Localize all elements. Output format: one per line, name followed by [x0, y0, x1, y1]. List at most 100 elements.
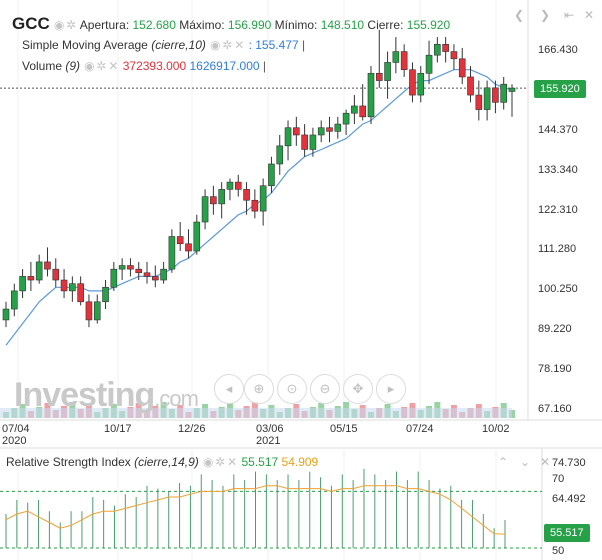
candle-body	[19, 276, 26, 292]
sma-params: (cierre,10)	[151, 38, 206, 52]
rsi-tick: 74.730	[552, 457, 586, 469]
sma-line	[5, 69, 513, 346]
date-tick: 05/15	[330, 423, 358, 435]
date-tick: 07/24	[406, 423, 434, 435]
candle-body	[434, 44, 441, 56]
candle-body	[69, 283, 76, 292]
zoom-out-button[interactable]: ⊖	[310, 374, 340, 404]
scroll-left-icon[interactable]: ❮	[514, 8, 525, 22]
candle-body	[392, 51, 400, 63]
scroll-left-button[interactable]: ◂	[214, 374, 244, 404]
rsi-params: (cierre,14,9)	[134, 455, 199, 469]
watermark-brand: Investing	[14, 376, 155, 414]
price-tick: 166.430	[538, 44, 578, 56]
price-tick: 78.190	[538, 363, 572, 375]
candle-body	[210, 196, 217, 205]
candle-body	[442, 44, 449, 52]
candle-body	[326, 127, 333, 132]
volume-label: Volume	[22, 59, 63, 73]
candle-body	[201, 196, 209, 223]
rsi-tick: 70	[552, 473, 565, 485]
candle-body	[301, 134, 308, 150]
candle-body	[492, 87, 499, 103]
close-icon[interactable]: ✕	[227, 455, 238, 469]
scroll-right-icon[interactable]: ❯	[540, 8, 551, 22]
zoom-in-button[interactable]: ⊕	[244, 374, 274, 404]
close-icon[interactable]: ✕	[234, 38, 245, 52]
candle-body	[375, 73, 383, 81]
ticker-symbol: GCC	[12, 14, 50, 33]
candle-body	[234, 181, 242, 190]
candle-body	[475, 94, 483, 110]
rsi-value-2: 54.909	[281, 455, 319, 469]
scroll-right-button[interactable]: ▸	[376, 374, 406, 404]
candle-body	[359, 105, 366, 118]
price-tick: 144.370	[538, 124, 578, 136]
candle-body	[293, 127, 300, 136]
close-icon[interactable]: ✕	[584, 8, 595, 22]
candle-body	[417, 73, 425, 96]
open-label: Apertura:	[79, 18, 130, 32]
close-value: 155.920	[406, 18, 451, 32]
sma-label: Simple Moving Average	[22, 38, 148, 52]
candle-body	[425, 54, 433, 74]
rsi-signal-line	[5, 485, 506, 535]
candle-body	[143, 272, 151, 277]
rsi-tick: 64.492	[552, 493, 586, 505]
rsi-current-tag: 55.517	[544, 524, 590, 542]
reset-icon[interactable]: ⇤	[564, 8, 575, 22]
candle-body	[152, 276, 159, 281]
sma-value: : 155.477	[248, 38, 299, 52]
candle-body	[168, 236, 176, 270]
price-tick: 133.340	[538, 164, 578, 176]
candle-body	[77, 283, 84, 303]
high-label: Máximo:	[179, 18, 225, 32]
gear-icon[interactable]: ✲	[66, 18, 77, 32]
candle-body	[218, 189, 225, 205]
candle-body	[135, 268, 143, 274]
low-label: Mínimo:	[274, 18, 318, 32]
scroll-down-icon[interactable]: ⌄	[520, 455, 531, 469]
price-tick: 89.220	[538, 323, 572, 335]
candle-body	[309, 134, 317, 150]
gear-icon[interactable]: ✲	[96, 59, 107, 73]
close-icon[interactable]: ✕	[108, 59, 119, 73]
candle-body	[93, 301, 101, 321]
candle-body	[500, 83, 508, 103]
eye-icon[interactable]: ◉	[84, 59, 95, 73]
candle-body	[342, 112, 350, 125]
volume-value-1: 372393.000	[122, 59, 187, 73]
candle-body	[317, 127, 325, 136]
price-tick: 111.280	[538, 243, 577, 255]
sma-row: Simple Moving Average (cierre,10) ◉ ✲ ✕ : …	[22, 38, 306, 52]
gear-icon[interactable]: ✲	[215, 455, 226, 469]
eye-icon[interactable]: ◉	[53, 18, 65, 32]
eye-icon[interactable]: ◉	[202, 455, 214, 469]
candle-body	[483, 87, 491, 110]
close-icon[interactable]: ✕	[540, 455, 551, 469]
candle-body	[2, 308, 10, 321]
candle-body	[160, 268, 167, 281]
date-tick: 10/17	[104, 423, 132, 435]
candle-body	[351, 105, 358, 114]
candle-body	[193, 221, 201, 252]
candle-body	[176, 236, 184, 245]
candle-body	[467, 76, 474, 96]
gear-icon[interactable]: ✲	[222, 38, 233, 52]
candle-body	[185, 243, 192, 252]
high-value: 156.990	[227, 18, 272, 32]
candle-body	[35, 261, 43, 281]
candle-body	[110, 268, 118, 288]
candle-body	[127, 265, 134, 270]
candle-body	[226, 181, 234, 190]
scroll-up-icon[interactable]: ⌃	[498, 455, 509, 469]
candle-body	[284, 127, 292, 147]
pan-button[interactable]: ✥	[343, 374, 373, 404]
candle-body	[60, 279, 68, 292]
candle-body	[44, 261, 51, 270]
last-price-tag: 155.920	[534, 80, 586, 98]
candle-body	[259, 185, 267, 212]
reset-zoom-button[interactable]: ⊙	[277, 374, 307, 404]
eye-icon[interactable]: ◉	[209, 38, 221, 52]
